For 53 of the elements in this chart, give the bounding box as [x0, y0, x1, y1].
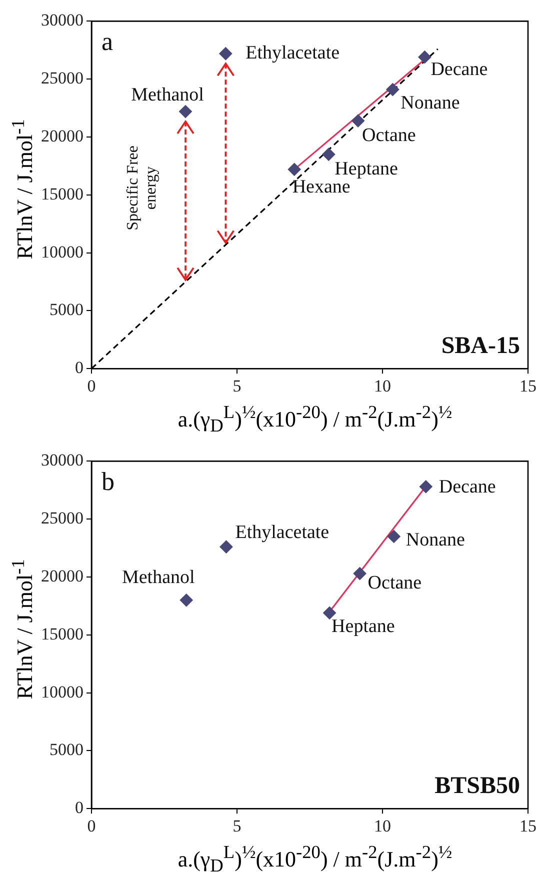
- text: a.(γ$_{D}$$^{L}$)$^{½}$(x10$^{-20}$) / m$^{-2}$(J.m$^{-2}$)$^{½}$: [178, 842, 452, 876]
- y-tick-label: 0: [75, 358, 84, 378]
- y-tick-label: 30000: [41, 10, 84, 30]
- annotation: Methanol: [131, 84, 204, 106]
- y-tick-label: 20000: [41, 566, 84, 586]
- y-tick-label: 15000: [41, 184, 84, 204]
- point: [386, 83, 400, 96]
- y-tick-label: 10000: [41, 242, 84, 262]
- point: [387, 530, 400, 543]
- point: [178, 105, 192, 118]
- annotation: Methanol: [122, 567, 195, 588]
- point: [323, 606, 336, 620]
- x-tick-label: 10: [374, 376, 391, 396]
- annotation: Nonane: [406, 529, 465, 550]
- y-tick-label: 10000: [41, 682, 84, 702]
- annotation: Ethylacetate: [235, 522, 330, 543]
- x-tick-label: 10: [374, 816, 391, 836]
- annotation: Nonane: [400, 92, 460, 114]
- annotation: Octane: [362, 124, 416, 146]
- annotation: Decane: [438, 476, 496, 498]
- annotation: Specific Free energy: [124, 146, 160, 230]
- point: [419, 480, 432, 494]
- annotation: BTSB50: [434, 772, 520, 799]
- text: a.(γ$_{D}$$^{L}$)$^{½}$(x10$^{-20}$) / m$^{-2}$(J.m$^{-2}$)$^{½}$: [178, 402, 452, 436]
- annotation: SBA-15: [441, 332, 520, 359]
- y-tick-label: 30000: [41, 450, 84, 470]
- point: [220, 540, 233, 554]
- x-tick-label: 15: [520, 816, 536, 836]
- y-tick-label: 5000: [50, 300, 84, 320]
- y-tick-label: 5000: [50, 740, 84, 760]
- annotation: b: [102, 467, 114, 496]
- x-tick-label: 0: [87, 816, 96, 836]
- y-tick-label: 20000: [41, 126, 84, 146]
- annotation: Decane: [430, 59, 488, 80]
- annotation: Octane: [368, 572, 422, 594]
- point: [322, 148, 336, 161]
- y-tick-label: 25000: [41, 508, 84, 528]
- annotation: Heptane: [332, 616, 395, 637]
- x-tick-label: 5: [232, 376, 242, 396]
- point: [180, 594, 193, 607]
- point: [219, 47, 232, 60]
- point: [353, 567, 366, 580]
- point: [352, 114, 365, 128]
- annotation: Ethylacetate: [246, 42, 340, 64]
- x-tick-label: 0: [87, 376, 96, 396]
- x-tick-label: 15: [520, 376, 536, 396]
- y-tick-label: 25000: [41, 68, 84, 88]
- y-tick-label: 15000: [41, 624, 84, 644]
- point: [288, 162, 301, 176]
- x-tick-label: 5: [232, 816, 242, 836]
- annotation: a: [102, 27, 114, 56]
- point: [418, 50, 432, 64]
- y-tick-label: 0: [75, 798, 84, 818]
